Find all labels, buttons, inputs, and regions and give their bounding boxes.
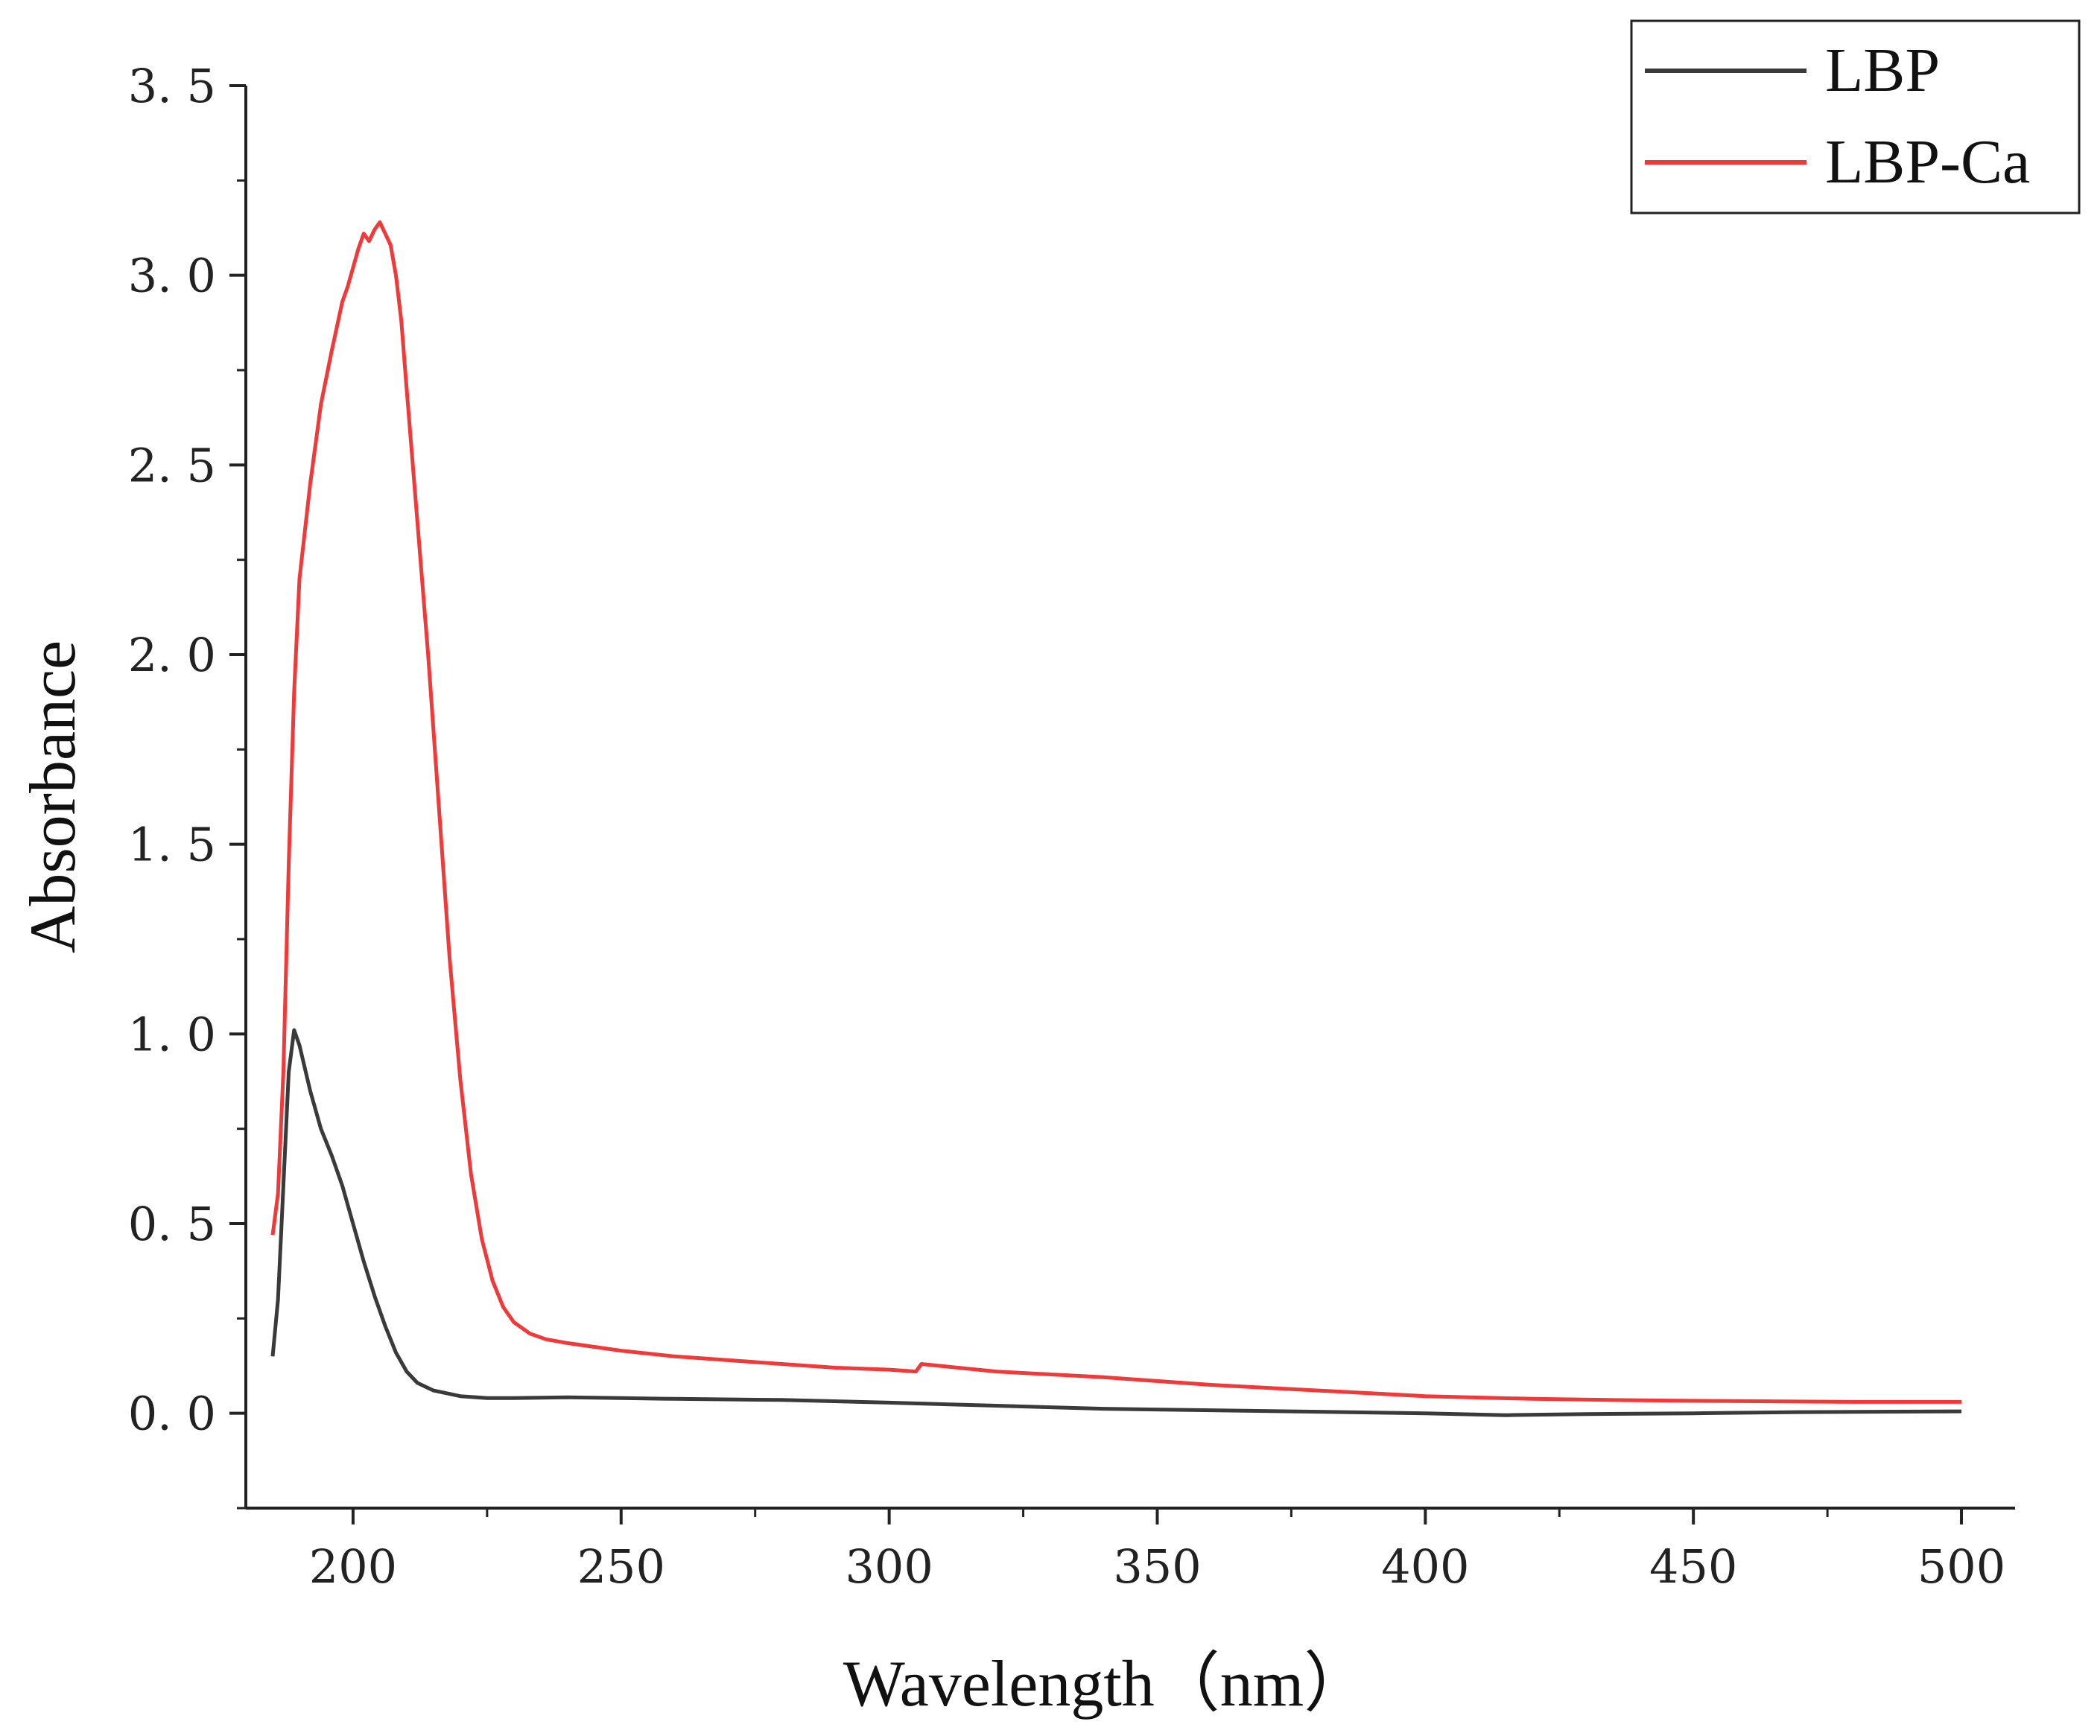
y-axis-ticks: 0. 0 0. 5 1. 0 1. 5 2. 0 2. 5 3. 0 3. 5 <box>128 59 246 1510</box>
y-tick-label: 3. 0 <box>128 249 216 303</box>
legend-box <box>1630 19 2081 214</box>
y-tick-label: 2. 5 <box>128 438 216 492</box>
y-tick-label: 0. 0 <box>128 1387 216 1441</box>
series-lines <box>270 220 1962 1417</box>
y-tick-label: 3. 5 <box>128 59 216 113</box>
y-tick-label: 0. 5 <box>128 1197 216 1251</box>
y-axis-label: Absorbance <box>17 640 89 953</box>
axes <box>244 86 2015 1510</box>
x-tick-label: 250 <box>577 1539 665 1594</box>
x-tick-label: 350 <box>1113 1539 1201 1594</box>
x-tick-label: 500 <box>1917 1539 2005 1594</box>
x-tick-label: 400 <box>1381 1539 1469 1594</box>
series-line-lbp-ca <box>270 220 1961 1404</box>
legend-label-lbp-ca: LBP-Ca <box>1825 127 2030 197</box>
legend: LBP LBP-Ca <box>1630 19 2081 214</box>
x-tick-label: 450 <box>1649 1539 1737 1594</box>
y-tick-label: 2. 0 <box>128 628 216 682</box>
x-tick-label: 300 <box>845 1539 933 1594</box>
x-axis-label: Wavelength（nm） <box>843 1648 1370 1720</box>
series-line-lbp <box>270 1028 1962 1417</box>
legend-label-lbp: LBP <box>1825 36 1940 105</box>
x-axis-ticks: 200 250 300 350 400 450 500 <box>309 1508 2005 1594</box>
y-tick-label: 1. 0 <box>128 1007 216 1061</box>
x-tick-label: 200 <box>309 1539 397 1594</box>
y-tick-label: 1. 5 <box>128 818 216 872</box>
